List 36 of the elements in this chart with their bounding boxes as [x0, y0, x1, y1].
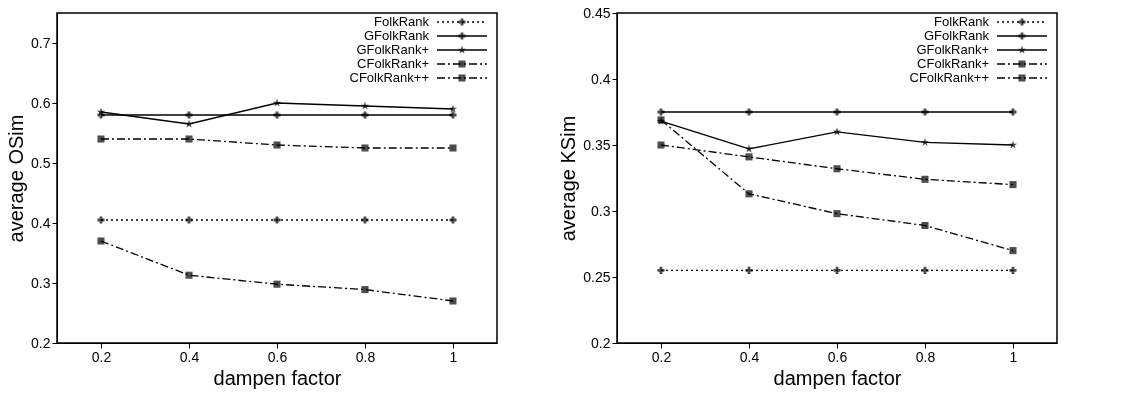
x-tick-label: 1 — [449, 348, 458, 365]
x-tick-label: 0.4 — [179, 348, 200, 365]
x-tick-label: 0.8 — [355, 348, 376, 365]
y-tick-label: 0.2 — [591, 334, 611, 351]
y-axis-title: average KSim — [557, 115, 580, 242]
legend-label: FolkRank — [374, 14, 430, 29]
y-tick-label: 0.6 — [31, 94, 51, 111]
legend-label: GFolkRank+ — [356, 42, 429, 57]
legend-label: GFolkRank — [923, 28, 990, 43]
y-tick-label: 0.5 — [31, 154, 51, 171]
x-tick-label: 0.6 — [827, 348, 848, 365]
legend-label: CFolkRank++ — [349, 70, 429, 85]
legend-label: FolkRank — [934, 14, 990, 29]
y-tick-label: 0.25 — [583, 268, 611, 285]
y-tick-label: 0.3 — [31, 274, 51, 291]
x-tick-label: 0.2 — [651, 348, 672, 365]
y-tick-label: 0.2 — [31, 334, 51, 351]
y-tick-label: 0.35 — [583, 136, 611, 153]
x-tick-label: 0.4 — [739, 348, 760, 365]
x-tick-label: 0.6 — [267, 348, 288, 365]
legend-label: GFolkRank+ — [916, 42, 989, 57]
x-axis-title: dampen factor — [213, 366, 342, 389]
y-tick-label: 0.7 — [31, 34, 51, 51]
x-tick-label: 0.8 — [915, 348, 936, 365]
y-tick-label: 0.4 — [31, 214, 51, 231]
x-tick-label: 0.2 — [91, 348, 112, 365]
legend-label: GFolkRank — [363, 28, 430, 43]
y-axis-title: average OSim — [5, 114, 28, 243]
legend-label: CFolkRank+ — [357, 56, 429, 71]
legend-label: CFolkRank++ — [909, 70, 989, 85]
x-axis-title: dampen factor — [773, 366, 902, 389]
y-tick-label: 0.3 — [591, 202, 611, 219]
x-tick-label: 1 — [1009, 348, 1018, 365]
legend-label: CFolkRank+ — [917, 56, 989, 71]
y-tick-label: 0.45 — [583, 4, 611, 21]
y-tick-label: 0.4 — [591, 70, 611, 87]
